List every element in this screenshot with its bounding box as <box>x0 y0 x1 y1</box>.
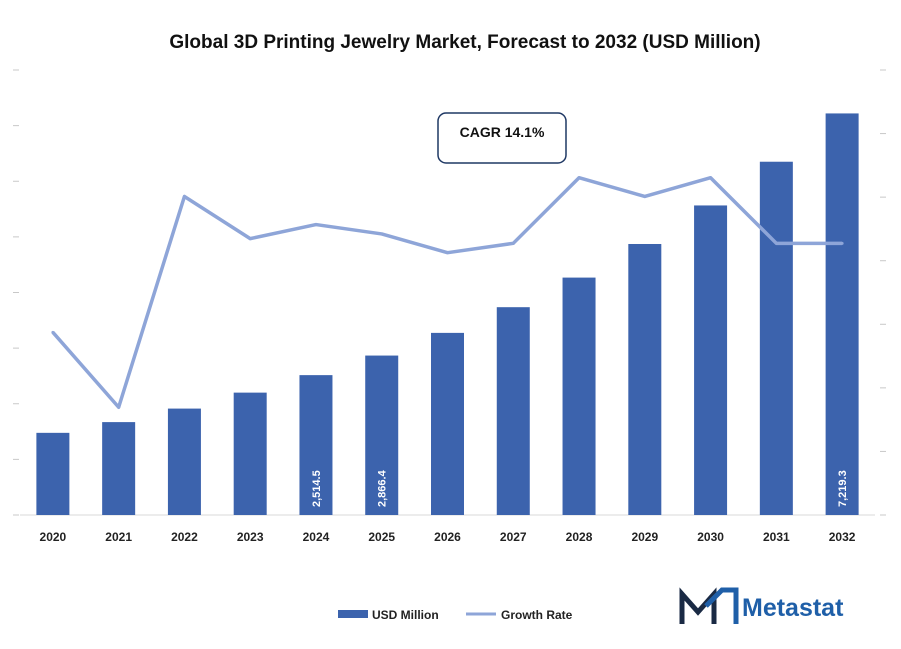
x-tick-label-2021: 2021 <box>105 530 132 544</box>
x-tick-label-2027: 2027 <box>500 530 527 544</box>
x-tick-label-2026: 2026 <box>434 530 461 544</box>
bar-2031 <box>759 161 793 515</box>
left-axis-ticks <box>13 69 19 516</box>
bar-2024 <box>299 375 333 515</box>
growth-rate-point-2023 <box>248 237 252 241</box>
bar-2021 <box>102 422 136 515</box>
cagr-annotation: CAGR 14.1% <box>437 112 567 164</box>
bar-data-label-2024: 2,514.5 <box>311 470 323 507</box>
chart-title: Global 3D Printing Jewelry Market, Forec… <box>169 32 760 53</box>
bar-2030 <box>694 205 728 515</box>
cagr-box <box>437 112 567 164</box>
bar-2029 <box>628 243 662 515</box>
growth-rate-point-2030 <box>709 176 713 180</box>
growth-rate-point-2024 <box>314 223 318 227</box>
growth-rate-point-2028 <box>577 176 581 180</box>
x-tick-label-2022: 2022 <box>171 530 198 544</box>
right-axis-ticks <box>880 69 886 516</box>
bar-2028 <box>562 277 596 515</box>
x-tick-label-2024: 2024 <box>303 530 330 544</box>
cagr-label: CAGR 14.1% <box>460 124 545 140</box>
growth-rate-series <box>51 175 844 410</box>
x-tick-label-2020: 2020 <box>40 530 67 544</box>
x-tick-label-2028: 2028 <box>566 530 593 544</box>
x-tick-label-2031: 2031 <box>763 530 790 544</box>
bar-2020 <box>36 432 70 515</box>
growth-rate-point-2026 <box>446 251 449 255</box>
growth-rate-point-2032 <box>840 241 844 245</box>
metastat-logo-text: Metastat <box>742 594 844 622</box>
metastat-logo: Metastat <box>679 587 844 624</box>
growth-rate-point-2027 <box>511 241 515 245</box>
growth-rate-point-2025 <box>380 232 384 236</box>
x-tick-label-2030: 2030 <box>697 530 724 544</box>
bar-2022 <box>167 408 201 515</box>
legend: USD Million Growth Rate <box>338 608 573 622</box>
x-tick-label-2025: 2025 <box>368 530 395 544</box>
legend-label-usd-million: USD Million <box>372 608 439 622</box>
bar-2032 <box>825 113 859 515</box>
metastat-m-accent-icon <box>704 587 739 624</box>
growth-rate-point-2029 <box>643 194 647 198</box>
metastat-m-icon <box>679 587 717 624</box>
x-axis-labels: 2020 2021 2022 2023 2024 2025 2026 2027 2028 2029… <box>40 530 856 544</box>
growth-rate-point-2021 <box>117 405 121 409</box>
x-tick-label-2029: 2029 <box>631 530 658 544</box>
bar-data-label-2032: 7,219.3 <box>837 470 849 507</box>
growth-rate-point-2020 <box>51 330 55 334</box>
bar-2023 <box>233 392 267 515</box>
bar-data-label-2025: 2,866.4 <box>377 469 389 507</box>
bar-2025 <box>365 355 399 515</box>
growth-rate-point-2022 <box>182 194 186 198</box>
growth-rate-point-2031 <box>774 241 778 245</box>
bar-2026 <box>431 332 464 515</box>
legend-swatch-usd-million <box>338 610 368 618</box>
legend-label-growth-rate: Growth Rate <box>501 608 573 622</box>
bar-series: 2,514.5 2,866.4 7,219.3 <box>36 113 859 515</box>
x-tick-label-2023: 2023 <box>237 530 264 544</box>
bar-2027 <box>496 307 530 515</box>
x-tick-label-2032: 2032 <box>829 530 856 544</box>
